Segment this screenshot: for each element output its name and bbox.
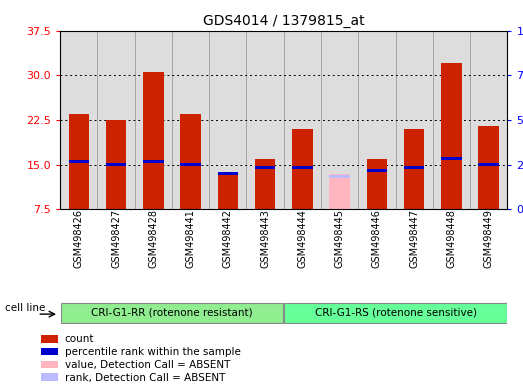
Text: GSM498427: GSM498427	[111, 209, 121, 268]
Text: GSM498444: GSM498444	[298, 209, 308, 268]
Text: GSM498443: GSM498443	[260, 209, 270, 268]
Bar	[358, 31, 395, 209]
Text: count: count	[65, 334, 94, 344]
Bar	[97, 31, 135, 209]
Bar	[329, 174, 350, 209]
Bar	[41, 361, 58, 369]
Bar	[367, 159, 387, 209]
Text: cell line: cell line	[5, 303, 45, 313]
Bar	[218, 172, 238, 175]
Bar	[479, 126, 499, 209]
Bar	[441, 63, 462, 209]
Bar	[255, 166, 275, 169]
Bar	[172, 31, 209, 209]
Text: GSM498446: GSM498446	[372, 209, 382, 268]
Text: CRI-G1-RS (rotenone sensitive): CRI-G1-RS (rotenone sensitive)	[314, 308, 476, 318]
Bar	[367, 169, 387, 172]
Bar	[180, 114, 201, 209]
Bar	[209, 31, 246, 209]
Bar	[292, 129, 313, 209]
Text: GSM498426: GSM498426	[74, 209, 84, 268]
Bar	[404, 166, 424, 169]
Bar	[283, 31, 321, 209]
Bar	[60, 31, 97, 209]
Bar	[61, 303, 283, 323]
Text: percentile rank within the sample: percentile rank within the sample	[65, 347, 241, 357]
Text: GSM498428: GSM498428	[149, 209, 158, 268]
Bar	[404, 129, 424, 209]
Text: GSM498442: GSM498442	[223, 209, 233, 268]
Bar	[41, 374, 58, 381]
Bar	[255, 159, 275, 209]
Bar	[135, 31, 172, 209]
Bar	[69, 114, 89, 209]
Text: GSM498441: GSM498441	[186, 209, 196, 268]
Bar	[246, 31, 283, 209]
Text: value, Detection Call = ABSENT: value, Detection Call = ABSENT	[65, 359, 230, 369]
Bar	[395, 31, 433, 209]
Text: rank, Detection Call = ABSENT: rank, Detection Call = ABSENT	[65, 372, 225, 382]
Bar	[41, 334, 58, 343]
Bar	[180, 163, 201, 166]
Bar	[433, 31, 470, 209]
Bar	[321, 31, 358, 209]
Text: GSM498447: GSM498447	[409, 209, 419, 268]
Bar	[470, 31, 507, 209]
Bar	[218, 172, 238, 209]
Bar	[41, 348, 58, 356]
Bar	[69, 160, 89, 163]
Bar	[285, 303, 507, 323]
Bar	[106, 163, 126, 166]
Bar	[441, 157, 462, 161]
Bar	[292, 166, 313, 169]
Bar	[106, 120, 126, 209]
Bar	[329, 175, 350, 178]
Bar	[143, 73, 164, 209]
Text: GSM498448: GSM498448	[447, 209, 457, 268]
Title: GDS4014 / 1379815_at: GDS4014 / 1379815_at	[203, 14, 365, 28]
Bar	[479, 163, 499, 166]
Text: CRI-G1-RR (rotenone resistant): CRI-G1-RR (rotenone resistant)	[91, 308, 253, 318]
Text: GSM498449: GSM498449	[484, 209, 494, 268]
Text: GSM498445: GSM498445	[335, 209, 345, 268]
Bar	[143, 160, 164, 163]
